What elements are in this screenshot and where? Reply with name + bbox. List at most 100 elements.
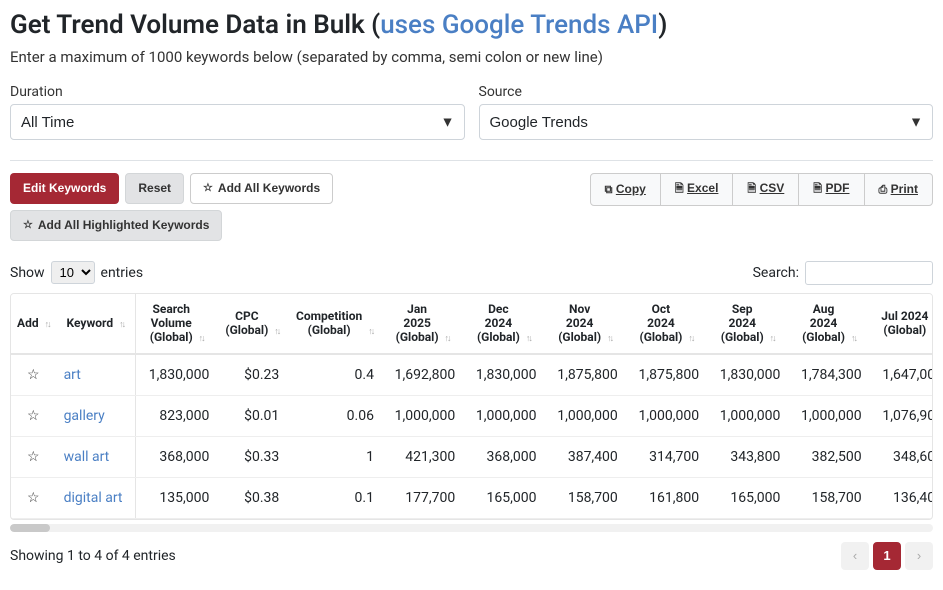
horizontal-scrollbar[interactable] — [10, 524, 933, 532]
source-select[interactable]: Google Trends — [479, 104, 934, 140]
competition-cell: 0.1 — [287, 477, 382, 518]
controls-row: Show 10 entries Search: — [10, 261, 933, 285]
table-row: ☆gallery823,000$0.010.061,000,0001,000,0… — [11, 395, 933, 436]
col-header-10[interactable]: Aug2024(Global) ↑↓ — [788, 294, 869, 354]
sort-icon: ↑↓ — [274, 327, 279, 337]
keyword-link[interactable]: art — [64, 367, 81, 383]
title-api-link[interactable]: uses Google Trends API — [380, 10, 658, 40]
col-header-1[interactable]: Keyword ↑↓ — [56, 294, 136, 354]
competition-cell: 0.4 — [287, 354, 382, 396]
month-cell-1: 165,000 — [463, 477, 544, 518]
add-star-cell: ☆ — [11, 395, 56, 436]
duration-select[interactable]: All Time — [10, 104, 465, 140]
cpc-cell: $0.38 — [217, 477, 287, 518]
pagination: ‹ 1 › — [837, 542, 933, 570]
cpc-cell: $0.01 — [217, 395, 287, 436]
col-header-label: Sep2024(Global) — [721, 302, 764, 345]
col-header-9[interactable]: Sep2024(Global) ↑↓ — [707, 294, 788, 354]
star-icon[interactable]: ☆ — [27, 408, 40, 424]
col-header-4[interactable]: Competition(Global) ↑↓ — [287, 294, 382, 354]
keyword-link[interactable]: wall art — [64, 449, 110, 465]
sort-icon: ↑↓ — [368, 327, 373, 337]
add-all-keywords-button[interactable]: ☆ Add All Keywords — [190, 173, 333, 204]
month-cell-5: 158,700 — [788, 477, 869, 518]
col-header-6[interactable]: Dec2024(Global) ↑↓ — [463, 294, 544, 354]
star-icon[interactable]: ☆ — [27, 367, 40, 383]
col-header-label: CPC(Global) — [225, 309, 268, 338]
table-row: ☆digital art135,000$0.380.1177,700165,00… — [11, 477, 933, 518]
col-header-2[interactable]: SearchVolume(Global) ↑↓ — [136, 294, 218, 354]
add-star-cell: ☆ — [11, 354, 56, 396]
copy-button[interactable]: ⧉ Copy — [590, 173, 661, 206]
star-icon: ☆ — [23, 218, 33, 233]
add-highlighted-label: Add All Highlighted Keywords — [38, 217, 210, 234]
show-label: Show — [10, 265, 45, 281]
search-label: Search: — [753, 265, 799, 281]
col-header-label: Add — [17, 316, 39, 330]
month-cell-5: 1,784,300 — [788, 354, 869, 396]
cpc-cell: $0.33 — [217, 436, 287, 477]
month-cell-4: 1,830,000 — [707, 354, 788, 396]
entries-info: Showing 1 to 4 of 4 entries — [10, 548, 176, 564]
month-cell-6: 136,400 — [870, 477, 933, 518]
col-header-11[interactable]: Jul 2024(Global) ↑↓ — [870, 294, 933, 354]
keyword-link[interactable]: digital art — [64, 490, 123, 506]
month-cell-0: 177,700 — [382, 477, 463, 518]
volume-cell: 1,830,000 — [136, 354, 218, 396]
col-header-label: Keyword — [67, 316, 114, 330]
star-icon: ☆ — [203, 181, 213, 196]
csv-button[interactable]: 🗎 CSV — [732, 173, 799, 206]
month-cell-1: 1,000,000 — [463, 395, 544, 436]
footer-row: Showing 1 to 4 of 4 entries ‹ 1 › — [10, 542, 933, 570]
month-cell-5: 382,500 — [788, 436, 869, 477]
month-cell-2: 387,400 — [545, 436, 626, 477]
month-cell-3: 161,800 — [626, 477, 707, 518]
volume-cell: 368,000 — [136, 436, 218, 477]
competition-cell: 0.06 — [287, 395, 382, 436]
col-header-label: Competition(Global) — [296, 309, 362, 338]
page-title: Get Trend Volume Data in Bulk (uses Goog… — [10, 10, 933, 40]
print-button[interactable]: ⎙ Print — [864, 173, 934, 206]
pdf-button[interactable]: 🗎 PDF — [798, 173, 864, 206]
keyword-cell: digital art — [56, 477, 136, 518]
star-icon[interactable]: ☆ — [27, 449, 40, 465]
month-cell-3: 1,000,000 — [626, 395, 707, 436]
file-icon: 🗎 — [813, 183, 822, 195]
prev-page-button[interactable]: ‹ — [841, 542, 869, 570]
excel-button[interactable]: 🗎 Excel — [660, 173, 734, 206]
col-header-0[interactable]: Add ↑↓ — [11, 294, 56, 354]
page-subtitle: Enter a maximum of 1000 keywords below (… — [10, 48, 933, 66]
search-input[interactable] — [805, 261, 933, 285]
page-1-button[interactable]: 1 — [873, 542, 901, 570]
month-cell-2: 1,875,800 — [545, 354, 626, 396]
col-header-label: Aug2024(Global) — [802, 302, 845, 345]
copy-icon: ⧉ — [605, 184, 613, 196]
col-header-7[interactable]: Nov2024(Global) ↑↓ — [545, 294, 626, 354]
col-header-3[interactable]: CPC(Global) ↑↓ — [217, 294, 287, 354]
entries-label: entries — [101, 265, 144, 281]
add-all-label: Add All Keywords — [218, 180, 320, 197]
month-cell-5: 1,000,000 — [788, 395, 869, 436]
col-header-label: Jul 2024(Global) — [881, 309, 928, 338]
month-cell-0: 421,300 — [382, 436, 463, 477]
month-cell-4: 1,000,000 — [707, 395, 788, 436]
file-icon: 🗎 — [747, 183, 756, 195]
add-highlighted-keywords-button[interactable]: ☆ Add All Highlighted Keywords — [10, 210, 222, 241]
edit-keywords-button[interactable]: Edit Keywords — [10, 173, 119, 204]
keyword-cell: gallery — [56, 395, 136, 436]
entries-select[interactable]: 10 — [51, 261, 95, 284]
star-icon[interactable]: ☆ — [27, 490, 40, 506]
file-icon: 🗎 — [675, 183, 684, 195]
col-header-8[interactable]: Oct2024(Global) ↑↓ — [626, 294, 707, 354]
month-cell-1: 1,830,000 — [463, 354, 544, 396]
add-star-cell: ☆ — [11, 436, 56, 477]
table-header-row: Add ↑↓Keyword ↑↓SearchVolume(Global) ↑↓C… — [11, 294, 933, 354]
next-page-button[interactable]: › — [905, 542, 933, 570]
keyword-link[interactable]: gallery — [64, 408, 105, 424]
sort-icon: ↑↓ — [607, 334, 612, 344]
scrollbar-thumb[interactable] — [10, 524, 50, 532]
reset-button[interactable]: Reset — [125, 173, 184, 204]
volume-cell: 823,000 — [136, 395, 218, 436]
col-header-5[interactable]: Jan2025(Global) ↑↓ — [382, 294, 463, 354]
table-container: Add ↑↓Keyword ↑↓SearchVolume(Global) ↑↓C… — [10, 293, 933, 520]
